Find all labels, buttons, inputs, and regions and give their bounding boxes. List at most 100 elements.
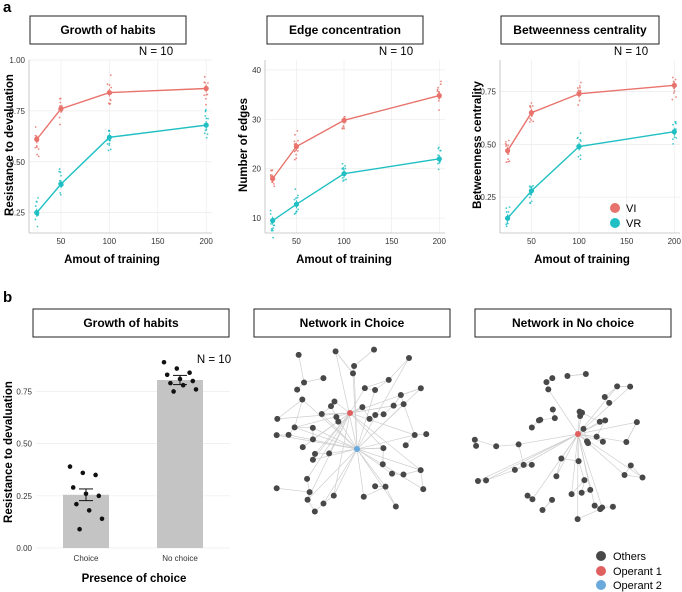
- network-node: [309, 424, 316, 431]
- jitter-point: [530, 102, 533, 104]
- series-point-vr: [270, 218, 276, 224]
- network-node: [372, 411, 379, 418]
- data-point: [70, 485, 76, 490]
- network-node: [623, 438, 630, 445]
- network-node: [587, 486, 594, 493]
- jitter-point: [297, 208, 300, 211]
- network-node: [274, 415, 281, 422]
- jitter-point: [505, 225, 508, 228]
- jitter-point: [507, 211, 510, 213]
- y-tick-label: 0.25: [9, 209, 25, 218]
- network-edge: [288, 434, 358, 450]
- series-point-vr: [203, 122, 209, 128]
- jitter-point: [60, 174, 62, 177]
- chart-title: Edge concentration: [289, 23, 401, 37]
- network-edge: [571, 433, 579, 495]
- network-node: [591, 502, 598, 509]
- jitter-point: [437, 162, 439, 165]
- network-node: [601, 394, 608, 401]
- network-edge: [333, 448, 358, 496]
- series-point-vi: [528, 110, 535, 116]
- data-point: [93, 472, 98, 478]
- network-edge: [356, 447, 384, 450]
- jitter-point: [205, 103, 207, 106]
- network-edge: [356, 357, 410, 450]
- network-node: [423, 431, 430, 438]
- jitter-point: [671, 76, 674, 79]
- network-node: [333, 414, 340, 421]
- network-edge: [353, 366, 358, 450]
- jitter-point: [675, 96, 677, 98]
- jitter-point: [36, 153, 39, 156]
- jitter-point: [34, 134, 37, 137]
- jitter-point: [341, 177, 344, 179]
- jitter-point: [579, 89, 582, 92]
- network-edge: [518, 433, 579, 445]
- x-tick-label: 100: [337, 237, 351, 246]
- network-node: [417, 467, 424, 474]
- network-node: [549, 375, 556, 382]
- jitter-point: [577, 136, 579, 139]
- network-node: [483, 477, 490, 484]
- x-axis-title: Presence of choice: [82, 573, 187, 585]
- y-axis-title: Betweenness centrality: [472, 80, 484, 208]
- network-edge: [356, 434, 415, 450]
- network-node: [493, 443, 500, 450]
- jitter-point: [675, 137, 678, 139]
- data-point: [164, 372, 170, 378]
- bar-choice: [63, 494, 109, 548]
- jitter-point: [297, 194, 299, 197]
- series-line-vr: [507, 131, 675, 219]
- network-node: [551, 415, 558, 422]
- jitter-point: [108, 129, 110, 132]
- jitter-point: [345, 178, 347, 181]
- series-point-vr: [671, 129, 677, 135]
- network-node: [295, 351, 302, 358]
- jitter-point: [578, 85, 581, 87]
- network-edge: [323, 448, 358, 504]
- jitter-point: [343, 179, 345, 181]
- jitter-point: [270, 229, 273, 232]
- n-label: N = 10: [197, 354, 231, 366]
- network-node: [543, 379, 550, 386]
- jitter-point: [672, 142, 675, 145]
- series-point-vr: [34, 210, 40, 216]
- y-tick-label: 20: [252, 165, 261, 174]
- jitter-point: [36, 225, 39, 228]
- network-edge: [577, 433, 596, 506]
- network-edge: [577, 433, 627, 443]
- jitter-point: [34, 146, 37, 149]
- x-tick-label: 50: [292, 237, 301, 246]
- jitter-point: [506, 222, 509, 224]
- jitter-point: [505, 143, 508, 146]
- network-edge: [276, 434, 358, 450]
- network-edge: [571, 479, 585, 495]
- jitter-point: [507, 144, 510, 147]
- network-node: [389, 470, 396, 477]
- x-tick-label: 150: [385, 237, 399, 246]
- jitter-point: [108, 142, 111, 145]
- network-edge: [306, 412, 351, 480]
- network-edge: [356, 448, 393, 474]
- chart-title-box: [32, 308, 230, 338]
- jitter-point: [342, 125, 345, 128]
- data-point: [187, 370, 192, 375]
- series-point-vr: [341, 171, 347, 177]
- jitter-point: [341, 167, 344, 170]
- network-edge: [532, 433, 579, 500]
- legend-label-others: Others: [613, 551, 647, 563]
- jitter-point: [295, 157, 298, 160]
- network-edge: [335, 351, 354, 374]
- network-node: [285, 431, 292, 438]
- jitter-point: [505, 223, 508, 226]
- jitter-point: [507, 160, 510, 163]
- data-point: [193, 387, 199, 392]
- plot-area: 0.25 0.50 0.75 1.00 50 100 150 200: [9, 56, 213, 246]
- jitter-point: [205, 136, 208, 139]
- data-point: [67, 464, 73, 469]
- network-edge: [349, 412, 421, 471]
- network-no-choice: Network in No choice: [471, 308, 672, 523]
- network-edge: [277, 412, 351, 420]
- chart-growth-of-habits-a: Growth of habits N = 10 0.25 0.50 0.75 1.00…: [4, 15, 213, 266]
- network-node: [471, 436, 478, 443]
